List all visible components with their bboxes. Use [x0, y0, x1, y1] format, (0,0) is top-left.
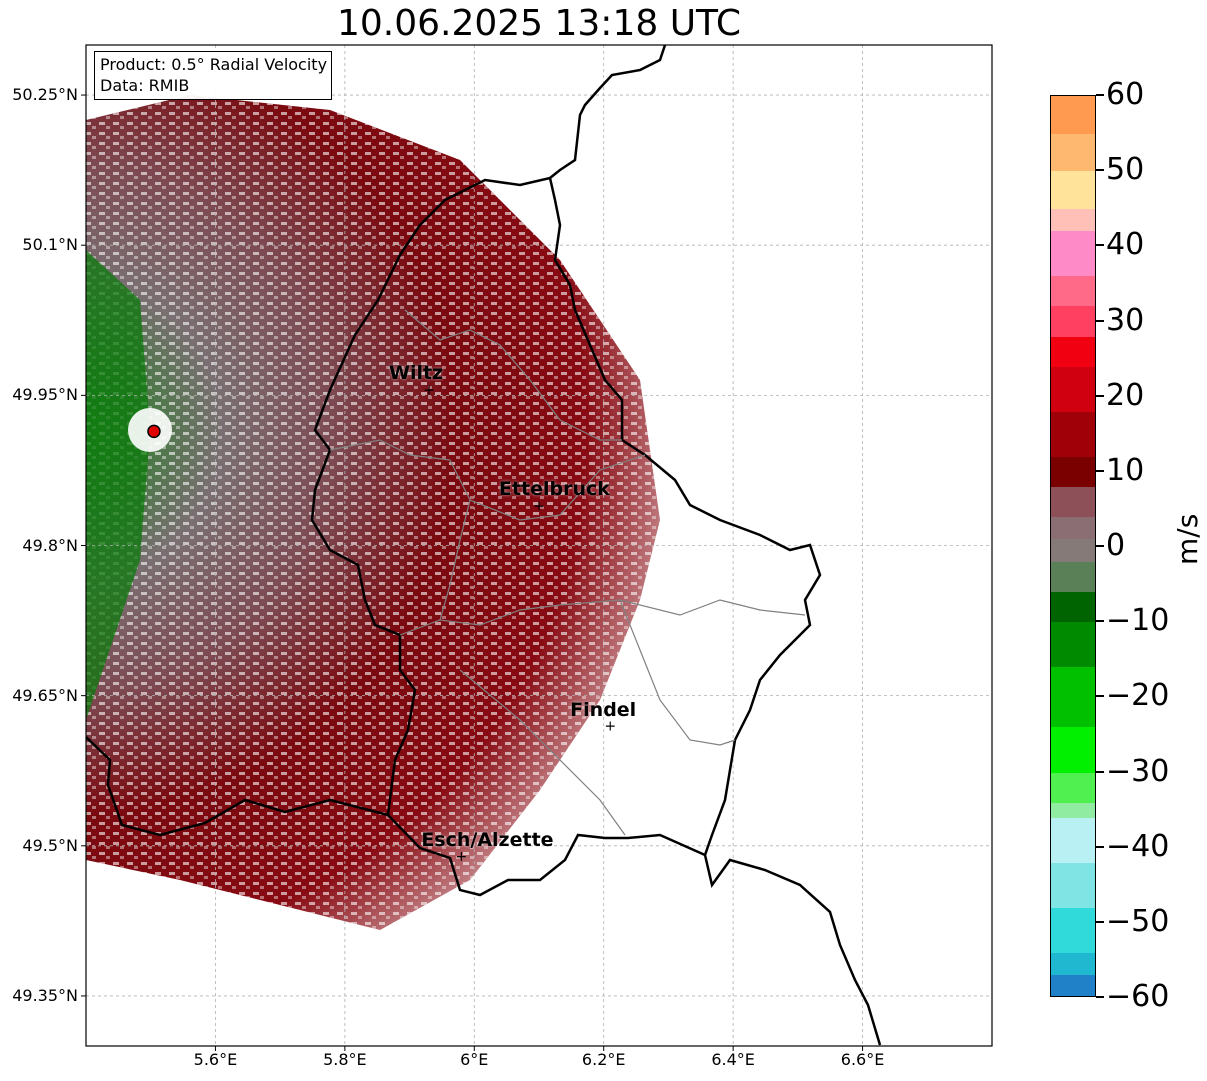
- colorbar-tick: [1096, 94, 1104, 96]
- colorbar-segment: [1051, 817, 1095, 864]
- colorbar-segment: [1051, 667, 1095, 728]
- colorbar-unit: m/s: [1171, 513, 1204, 565]
- colorbar-tick: [1096, 169, 1104, 172]
- lon-tick-label: 6.4°E: [711, 1050, 755, 1069]
- colorbar-segment: [1051, 975, 1095, 996]
- colorbar-tick: [1096, 319, 1104, 322]
- data-source-label: Data: RMIB: [100, 76, 190, 95]
- colorbar-segment: [1051, 516, 1095, 540]
- lat-tick-label: 49.95°N: [12, 385, 78, 405]
- national-border: [549, 45, 667, 179]
- colorbar-segment: [1051, 772, 1095, 804]
- colorbar-tick-label: 60: [1106, 77, 1145, 112]
- colorbar-segment: [1051, 366, 1095, 413]
- city-marker: +: [455, 849, 467, 865]
- city-label: Findel: [570, 698, 637, 721]
- colorbar-tick: [1096, 469, 1104, 472]
- colorbar-segment: [1051, 96, 1095, 135]
- radar-echo-area: [86, 95, 660, 930]
- colorbar-tick: [1096, 620, 1104, 623]
- lon-tick-label: 6.6°E: [840, 1050, 885, 1069]
- lat-tick-label: 49.8°N: [22, 535, 78, 555]
- colorbar-segment: [1051, 862, 1095, 909]
- colorbar-tick-label: 20: [1106, 377, 1145, 413]
- colorbar-tick: [1096, 244, 1104, 247]
- colorbar-tick: [1096, 845, 1104, 848]
- colorbar-tick: [1096, 695, 1104, 698]
- national-border: [310, 176, 822, 856]
- graticule: [86, 45, 992, 1046]
- colorbar-segment: [1051, 592, 1095, 623]
- colorbar-segment: [1051, 336, 1095, 368]
- national-border: [86, 736, 882, 1046]
- colorbar-tick: [1096, 545, 1104, 547]
- colorbar-segment: [1051, 562, 1095, 593]
- info-box: Product: 0.5° Radial Velocity Data: RMIB: [94, 51, 333, 100]
- lat-tick-label: 49.5°N: [22, 835, 78, 855]
- colorbar-tick: [1096, 996, 1104, 998]
- axis-ticks: [81, 94, 864, 1051]
- colorbar-segment: [1051, 727, 1095, 773]
- city-marker: +: [604, 719, 616, 735]
- colorbar-tick-label: −60: [1106, 979, 1170, 1014]
- colorbar-segment: [1051, 486, 1095, 518]
- colorbar-segment: [1051, 456, 1095, 488]
- colorbar-segment: [1051, 411, 1095, 458]
- colorbar-tick: [1096, 770, 1104, 773]
- lat-tick-label: 49.35°N: [12, 985, 78, 1005]
- product-label: Product: 0.5° Radial Velocity: [100, 55, 328, 74]
- colorbar-segment: [1051, 802, 1095, 819]
- colorbar-segment: [1051, 306, 1095, 338]
- lat-tick-label: 50.25°N: [12, 85, 78, 105]
- district-borders: [329, 309, 806, 836]
- colorbar-tick-label: 30: [1106, 302, 1145, 338]
- colorbar-segment: [1051, 231, 1095, 277]
- lon-tick-label: 6.2°E: [581, 1050, 626, 1069]
- map-title: 10.06.2025 13:18 UTC: [336, 3, 742, 44]
- colorbar-tick: [1096, 394, 1104, 397]
- colorbar-segment: [1051, 907, 1095, 954]
- colorbar-tick: [1096, 920, 1104, 923]
- colorbar-tick-label: 40: [1106, 227, 1145, 263]
- colorbar-segment: [1051, 539, 1095, 563]
- city-label: Ettelbruck: [499, 478, 610, 501]
- colorbar-segment: [1051, 622, 1095, 668]
- lon-tick-label: 5.8°E: [323, 1050, 367, 1069]
- city-markers: + + + +: [423, 382, 616, 864]
- colorbar: [1050, 95, 1096, 997]
- colorbar-tick-label: −10: [1106, 603, 1170, 639]
- lat-tick-label: 50.1°N: [22, 235, 78, 255]
- city-marker: +: [533, 498, 545, 514]
- radar-site-marker: [147, 424, 161, 439]
- lon-tick-label: 5.6°E: [193, 1050, 238, 1069]
- colorbar-tick-label: 50: [1106, 152, 1145, 188]
- colorbar-segment: [1051, 171, 1095, 210]
- lon-tick-label: 6°E: [460, 1050, 489, 1069]
- colorbar-tick-label: −30: [1106, 753, 1170, 789]
- colorbar-tick-label: 10: [1106, 452, 1145, 488]
- colorbar-segment: [1051, 952, 1095, 976]
- colorbar-tick-label: 0: [1106, 528, 1126, 563]
- colorbar-tick-label: −50: [1106, 903, 1170, 939]
- colorbar-segment: [1051, 208, 1095, 232]
- city-marker: +: [423, 382, 435, 398]
- city-label: Wiltz: [388, 362, 444, 385]
- lat-tick-label: 49.65°N: [12, 685, 78, 705]
- colorbar-segment: [1051, 133, 1095, 172]
- city-label: Esch/Alzette: [421, 828, 554, 851]
- colorbar-tick-label: −20: [1106, 678, 1170, 714]
- colorbar-tick-label: −40: [1106, 828, 1170, 864]
- colorbar-segment: [1051, 276, 1095, 307]
